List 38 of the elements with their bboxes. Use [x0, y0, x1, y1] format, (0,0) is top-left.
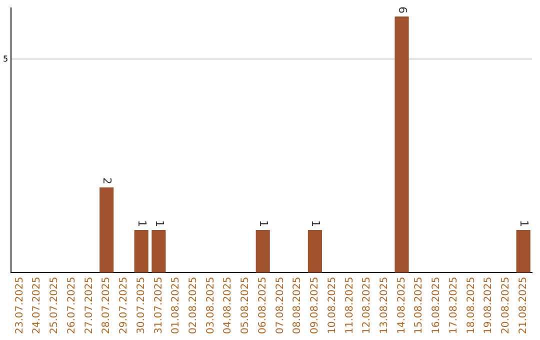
x-tick-label: 08.08.2025 — [292, 276, 304, 334]
data-label: 1 — [152, 220, 166, 228]
data-label: 1 — [309, 220, 322, 228]
x-tick-label: 12.08.2025 — [362, 276, 373, 334]
x-tick-label: 28.07.2025 — [101, 276, 112, 334]
x-tick-label: 05.08.2025 — [240, 276, 252, 334]
data-label: 2 — [100, 177, 114, 184]
x-tick-label: 30.07.2025 — [136, 276, 147, 334]
x-tick-label: 29.07.2025 — [118, 276, 130, 334]
x-tick-label: 15.08.2025 — [414, 276, 425, 334]
x-tick-label: 24.07.2025 — [32, 276, 43, 334]
x-tick-label: 23.07.2025 — [14, 276, 26, 334]
data-label: 6 — [396, 6, 409, 14]
x-tick-label: 04.08.2025 — [222, 276, 234, 334]
x-tick-label: 02.08.2025 — [188, 276, 199, 334]
x-tick-label: 20.08.2025 — [500, 276, 512, 334]
x-tick-label: 14.08.2025 — [396, 276, 408, 334]
y-tick-label: 5 — [2, 54, 8, 64]
x-tick-label: 26.07.2025 — [66, 276, 78, 334]
x-tick-label: 10.08.2025 — [326, 276, 338, 334]
data-label: 1 — [135, 220, 148, 228]
x-tick-label: 17.08.2025 — [448, 276, 460, 334]
x-tick-label: 21.08.2025 — [518, 276, 529, 334]
x-tick-label: 07.08.2025 — [274, 276, 286, 334]
x-tick-label: 09.08.2025 — [310, 276, 321, 334]
x-tick-label: 27.07.2025 — [84, 276, 95, 334]
x-tick-label: 16.08.2025 — [431, 276, 442, 334]
x-tick-label: 11.08.2025 — [344, 276, 356, 334]
x-tick-label: 19.08.2025 — [483, 276, 494, 334]
x-tick-label: 25.07.2025 — [49, 276, 60, 334]
x-tick-label: 13.08.2025 — [379, 276, 390, 334]
x-tick-label: 03.08.2025 — [205, 276, 216, 334]
data-label: 1 — [257, 220, 270, 228]
x-tick-label: 01.08.2025 — [170, 276, 182, 334]
x-tick-label: 31.07.2025 — [153, 276, 164, 334]
x-tick-label: 06.08.2025 — [257, 276, 268, 334]
data-label: 1 — [517, 220, 530, 228]
x-tick-label: 18.08.2025 — [466, 276, 477, 334]
